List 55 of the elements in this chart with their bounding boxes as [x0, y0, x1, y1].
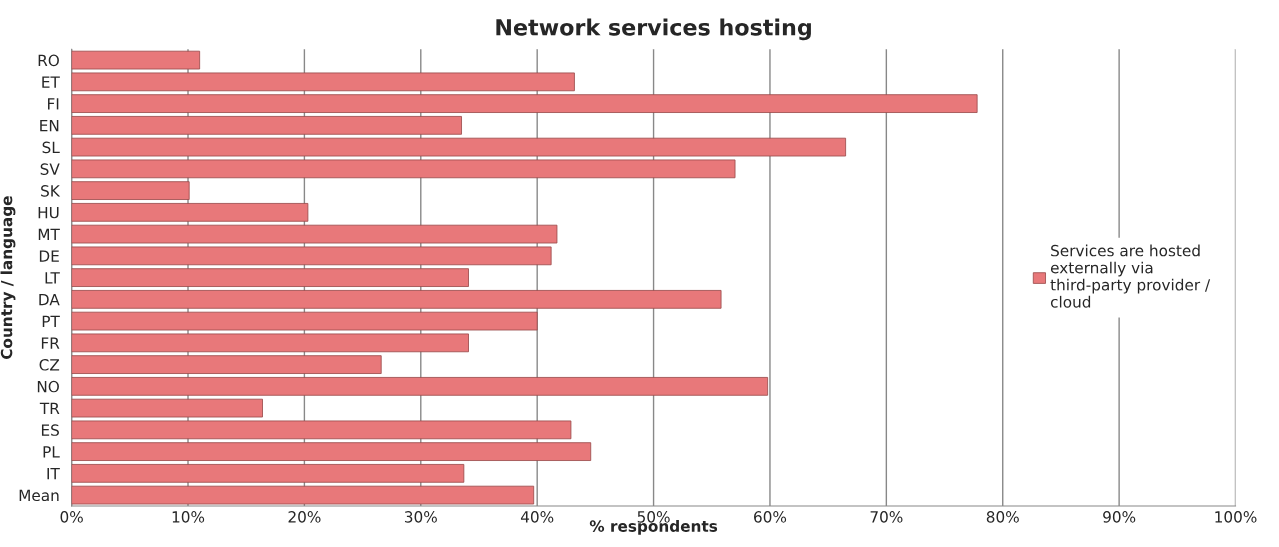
bar	[71, 203, 309, 222]
bar	[71, 464, 465, 483]
bar	[71, 137, 847, 157]
chart-title: Network services hosting	[496, 18, 811, 41]
bar	[71, 398, 263, 418]
bar	[71, 268, 469, 287]
bar	[71, 442, 592, 461]
bar	[71, 311, 538, 331]
bar	[71, 333, 469, 353]
x-tick-label: 0%	[60, 511, 83, 523]
bar	[71, 290, 722, 309]
y-tick-label: RO	[38, 54, 59, 67]
bar	[71, 224, 558, 244]
y-tick-label: MT	[38, 228, 60, 240]
y-tick-label: FI	[48, 98, 59, 110]
x-tick-label: 40%	[520, 511, 554, 523]
bar	[71, 94, 978, 113]
bar	[71, 50, 201, 70]
y-tick-label: SK	[41, 185, 61, 197]
bar	[71, 355, 382, 374]
y-tick-label: PL	[43, 446, 60, 458]
bar	[71, 72, 575, 92]
y-tick-label: IT	[47, 468, 60, 480]
x-tick-label: 90%	[1103, 511, 1136, 523]
y-tick-label: CZ	[39, 359, 60, 371]
y-tick-label: FR	[41, 337, 60, 349]
bar	[71, 159, 736, 179]
bar	[71, 246, 552, 266]
y-tick-label: ET	[42, 76, 60, 88]
y-tick-label: DA	[39, 294, 60, 306]
bar	[71, 485, 535, 505]
x-tick-label: 70%	[870, 511, 903, 523]
x-tick-label: 20%	[288, 511, 321, 523]
y-tick-label: LT	[45, 272, 60, 284]
y-tick-label: Mean	[19, 489, 59, 502]
x-tick-label: 60%	[754, 511, 787, 523]
bar	[71, 116, 462, 135]
y-tick-label: HU	[38, 207, 59, 219]
y-tick-label: EN	[40, 120, 59, 132]
x-tick-label: 80%	[986, 511, 1019, 523]
y-tick-label: NO	[37, 380, 59, 393]
bar	[71, 420, 572, 440]
x-tick-label: 100%	[1215, 511, 1257, 523]
bar	[71, 377, 769, 396]
bar	[71, 181, 190, 200]
y-tick-label: PT	[42, 315, 60, 327]
x-tick-label: 10%	[172, 511, 205, 523]
y-tick-label: DE	[39, 250, 59, 262]
y-tick-label: TR	[39, 402, 60, 414]
x-tick-label: 30%	[404, 511, 437, 523]
y-tick-label: SV	[40, 163, 60, 175]
y-tick-label: ES	[41, 424, 59, 436]
legend-label: Services are hosted externally via third-party provider / cloud	[1050, 244, 1211, 308]
y-tick-label: SL	[42, 141, 60, 154]
y-axis-title: Country / language	[0, 196, 16, 359]
